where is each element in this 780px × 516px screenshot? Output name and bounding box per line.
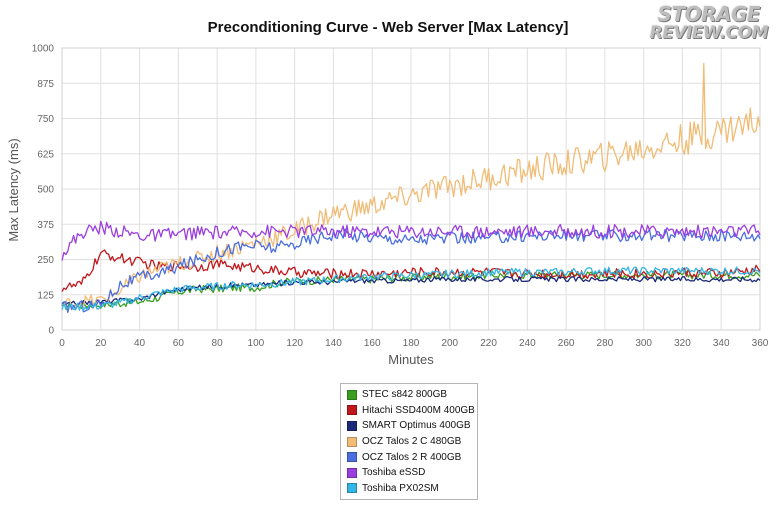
y-axis-label: Max Latency (ms) bbox=[6, 138, 21, 241]
series-line-5 bbox=[61, 220, 761, 261]
y-tick-labels: 0 125 250 375 500 625 750 875 1000 bbox=[32, 44, 55, 337]
legend-item: STEC s842 800GB bbox=[347, 387, 477, 403]
legend-swatch bbox=[347, 452, 357, 463]
x-tick-label: 280 bbox=[597, 338, 614, 349]
y-tick-label: 0 bbox=[48, 326, 54, 337]
x-tick-label: 0 bbox=[59, 338, 65, 349]
x-tick-label: 340 bbox=[713, 338, 730, 349]
series-line-6 bbox=[61, 266, 761, 311]
legend-swatch bbox=[347, 405, 357, 416]
x-axis-label: Minutes bbox=[388, 352, 434, 367]
y-tick-label: 625 bbox=[37, 149, 54, 160]
legend-label: STEC s842 800GB bbox=[362, 389, 448, 401]
x-tick-label: 240 bbox=[519, 338, 536, 349]
grid bbox=[61, 47, 761, 331]
legend-item: OCZ Talos 2 R 400GB bbox=[347, 449, 477, 465]
y-tick-label: 250 bbox=[37, 255, 54, 266]
chart-title: Preconditioning Curve - Web Server [Max … bbox=[208, 19, 569, 36]
x-tick-label: 180 bbox=[403, 338, 420, 349]
y-tick-label: 500 bbox=[37, 185, 54, 196]
legend-item: Hitachi SSD400M 400GB bbox=[347, 403, 477, 419]
legend: STEC s842 800GB Hitachi SSD400M 400GB SMAR… bbox=[340, 383, 478, 501]
legend-swatch bbox=[347, 389, 357, 400]
legend-swatch bbox=[347, 436, 357, 447]
legend-label: Toshiba eSSD bbox=[362, 467, 426, 479]
x-tick-label: 360 bbox=[752, 338, 769, 349]
x-tick-label: 60 bbox=[173, 338, 185, 349]
legend-label: Hitachi SSD400M 400GB bbox=[362, 404, 475, 416]
legend-swatch bbox=[347, 467, 357, 478]
y-tick-label: 375 bbox=[37, 220, 54, 231]
legend-item: Toshiba PX02SM bbox=[347, 481, 477, 497]
x-tick-label: 140 bbox=[325, 338, 342, 349]
legend-label: Toshiba PX02SM bbox=[362, 482, 439, 494]
logo-text-bottom: REVIEW.COM bbox=[649, 23, 769, 43]
x-tick-label: 320 bbox=[674, 338, 691, 349]
plot-area-border bbox=[61, 47, 761, 331]
series-line-1 bbox=[61, 249, 761, 292]
x-tick-label: 160 bbox=[364, 338, 381, 349]
legend-label: SMART Optimus 400GB bbox=[362, 420, 471, 432]
y-tick-label: 125 bbox=[37, 290, 54, 301]
x-tick-label: 100 bbox=[248, 338, 265, 349]
storagereview-logo: STORAGE REVIEW.COM bbox=[649, 2, 769, 43]
series-line-0 bbox=[61, 270, 761, 310]
y-tick-label: 750 bbox=[37, 114, 54, 125]
series-line-3 bbox=[61, 62, 761, 311]
x-tick-labels: 0 20 40 60 80 100 120 140 160 180 200 220 240 260 280 3… bbox=[59, 338, 769, 349]
legend-swatch bbox=[347, 420, 357, 431]
x-tick-label: 220 bbox=[480, 338, 497, 349]
series-lines bbox=[61, 62, 761, 314]
y-tick-label: 1000 bbox=[32, 44, 55, 55]
x-tick-label: 40 bbox=[134, 338, 146, 349]
x-tick-label: 20 bbox=[95, 338, 107, 349]
legend-swatch bbox=[347, 483, 357, 494]
legend-item: SMART Optimus 400GB bbox=[347, 418, 477, 434]
legend-item: OCZ Talos 2 C 480GB bbox=[347, 434, 477, 450]
legend-label: OCZ Talos 2 R 400GB bbox=[362, 451, 462, 463]
x-tick-label: 300 bbox=[635, 338, 652, 349]
logo-text-top: STORAGE bbox=[657, 2, 761, 26]
x-tick-label: 120 bbox=[286, 338, 303, 349]
legend-label: OCZ Talos 2 C 480GB bbox=[362, 436, 462, 448]
x-tick-label: 80 bbox=[212, 338, 224, 349]
x-tick-label: 200 bbox=[441, 338, 458, 349]
series-line-4 bbox=[61, 228, 761, 314]
x-tick-label: 260 bbox=[558, 338, 575, 349]
series-line-2 bbox=[61, 276, 761, 307]
y-tick-label: 875 bbox=[37, 79, 54, 90]
legend-item: Toshiba eSSD bbox=[347, 465, 477, 481]
